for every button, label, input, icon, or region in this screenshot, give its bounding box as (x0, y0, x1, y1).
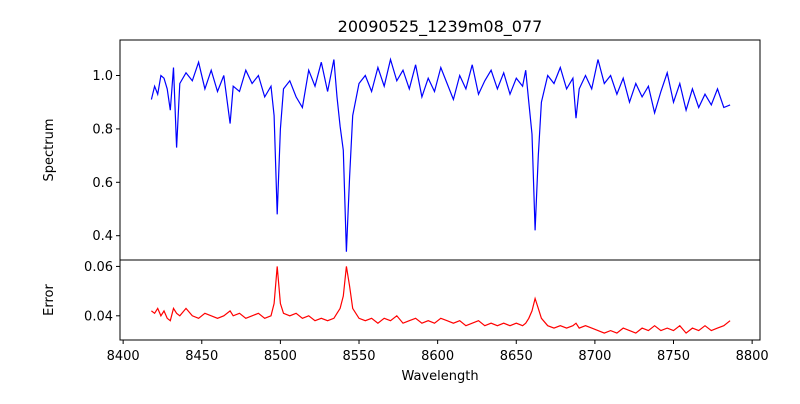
y-axis-label-spectrum: Spectrum (42, 119, 57, 182)
chart-title: 20090525_1239m08_077 (338, 17, 543, 37)
error-line (151, 266, 731, 334)
y-tick-label-error: 0.06 (84, 260, 113, 275)
spectrum-axes-frame (119, 39, 761, 261)
spectrum-line (150, 57, 731, 252)
x-tick-label: 8400 (107, 349, 140, 364)
x-tick-label: 8600 (421, 349, 454, 364)
y-axis-label-error: Error (42, 284, 57, 316)
x-tick-label: 8450 (185, 349, 218, 364)
x-tick-label: 8700 (578, 349, 611, 364)
y-tick-label-spectrum: 1.0 (92, 69, 113, 84)
x-tick-label: 8500 (264, 349, 297, 364)
y-tick-label-spectrum: 0.4 (92, 229, 113, 244)
x-tick-label: 8550 (342, 349, 375, 364)
x-axis-label: Wavelength (401, 369, 478, 384)
x-tick-label: 8800 (736, 349, 769, 364)
x-tick-label: 8650 (500, 349, 533, 364)
y-tick-label-error: 0.04 (84, 309, 113, 324)
x-tick-label: 8750 (657, 349, 690, 364)
y-tick-label-spectrum: 0.6 (92, 176, 113, 191)
y-tick-label-spectrum: 0.8 (92, 122, 113, 137)
error-axes-frame (119, 259, 761, 341)
